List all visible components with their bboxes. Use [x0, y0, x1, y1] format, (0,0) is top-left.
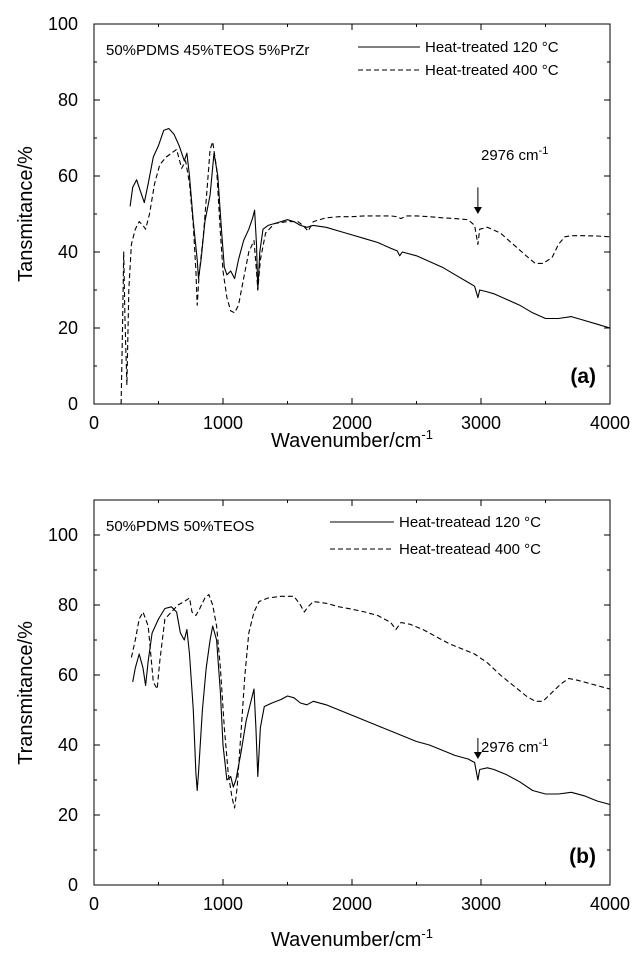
panel-b: 0 1000 2000 3000 4000 0 20 40 60 80 100 50%PDMS 50…	[15, 499, 630, 951]
panel-b-x-tick-label: 3000	[461, 894, 501, 914]
panel-a-y-tick-label: 80	[58, 90, 78, 110]
panel-b-arrow-head	[473, 752, 482, 759]
panel-a-legend-label: Heat-treated 400 °C	[425, 62, 559, 79]
panel-a-y-tick-label: 40	[58, 242, 78, 262]
panel-b-series-400C-line	[130, 593, 611, 809]
panel-a-y-tick-label: 0	[68, 394, 78, 414]
panel-b-label: (b)	[569, 845, 596, 868]
panel-a-y-axis-title: Tansmitance/%	[15, 146, 37, 282]
panel-b-legend-label: Heat-treatead 120 °C	[399, 514, 541, 531]
panel-b-y-tick-label: 60	[58, 665, 78, 685]
panel-a-axis-ticks: 0 1000 2000 3000 4000 0 20 40 60 80 100	[48, 14, 630, 433]
panel-b-annotation-2976: 2976 cm-1	[481, 737, 548, 756]
panel-a-annotation-text: 2976 cm	[481, 147, 539, 164]
panel-b-y-tick-label: 20	[58, 805, 78, 825]
panel-a-y-tick-label: 100	[48, 14, 78, 34]
panel-a-legend-label: Heat-treated 120 °C	[425, 39, 559, 56]
panel-a-series-400C-line	[120, 141, 611, 405]
panel-a-legend-title: 50%PDMS 45%TEOS 5%PrZr	[106, 42, 309, 59]
panel-a-x-tick-label: 3000	[461, 413, 501, 433]
panel-b-series-lines	[130, 593, 611, 809]
panel-b-x-axis-title: Wavenumber/cm-1	[271, 926, 433, 951]
panel-a-plot-frame	[93, 23, 611, 405]
panel-a-x-axis-title-main: Wavenumber/cm	[271, 430, 421, 452]
panel-b-x-tick-label: 1000	[203, 894, 243, 914]
panel-a-series-lines	[120, 127, 611, 405]
panel-a-y-tick-label: 20	[58, 318, 78, 338]
panel-b-legend-label: Heat-treatead 400 °C	[399, 541, 541, 558]
panel-b-annotation-arrow	[473, 738, 482, 759]
panel-b-series-120C-line	[132, 606, 611, 806]
panel-a-annotation-sup: -1	[539, 145, 549, 157]
panel-b-x-tick-label: 0	[89, 894, 99, 914]
panel-b-x-tick-label: 2000	[332, 894, 372, 914]
panel-a-legend: Heat-treated 120 °C Heat-treated 400 °C	[358, 39, 559, 79]
panel-b-y-axis-title: Transmitance/%	[15, 621, 37, 765]
panel-b-y-tick-label: 80	[58, 595, 78, 615]
panel-a-annotation-arrow	[473, 187, 482, 214]
panel-a-arrow-head	[473, 207, 482, 214]
panel-b-y-tick-label: 0	[68, 875, 78, 895]
panel-b-annotation-text: 2976 cm	[481, 739, 539, 756]
panel-a-x-axis-title: Wavenumber/cm-1	[271, 427, 433, 452]
panel-a: 0 1000 2000 3000 4000 0 20 40 60 80 100 50%PDMS 45…	[15, 14, 630, 452]
panel-b-x-axis-title-sup: -1	[421, 926, 433, 941]
panel-a-annotation-2976: 2976 cm-1	[481, 145, 548, 164]
panel-a-x-tick-label: 4000	[590, 413, 630, 433]
panel-a-x-tick-label: 0	[89, 413, 99, 433]
panel-a-x-tick-label: 2000	[332, 413, 372, 433]
panel-b-axis-ticks: 0 1000 2000 3000 4000 0 20 40 60 80 100	[48, 499, 630, 914]
panel-b-annotation-sup: -1	[539, 737, 549, 749]
panel-b-y-tick-label: 40	[58, 735, 78, 755]
panel-b-y-tick-label: 100	[48, 525, 78, 545]
panel-b-x-axis-title-main: Wavenumber/cm	[271, 929, 421, 951]
panel-a-y-tick-label: 60	[58, 166, 78, 186]
panel-a-series-120C-line	[129, 127, 611, 329]
panel-a-x-axis-title-sup: -1	[421, 427, 433, 442]
panel-b-legend: Heat-treatead 120 °C Heat-treatead 400 °C	[330, 514, 541, 558]
panel-b-x-tick-label: 4000	[590, 894, 630, 914]
panel-b-legend-title: 50%PDMS 50%TEOS	[106, 518, 254, 535]
panel-a-label: (a)	[570, 365, 596, 388]
panel-a-x-tick-label: 1000	[203, 413, 243, 433]
